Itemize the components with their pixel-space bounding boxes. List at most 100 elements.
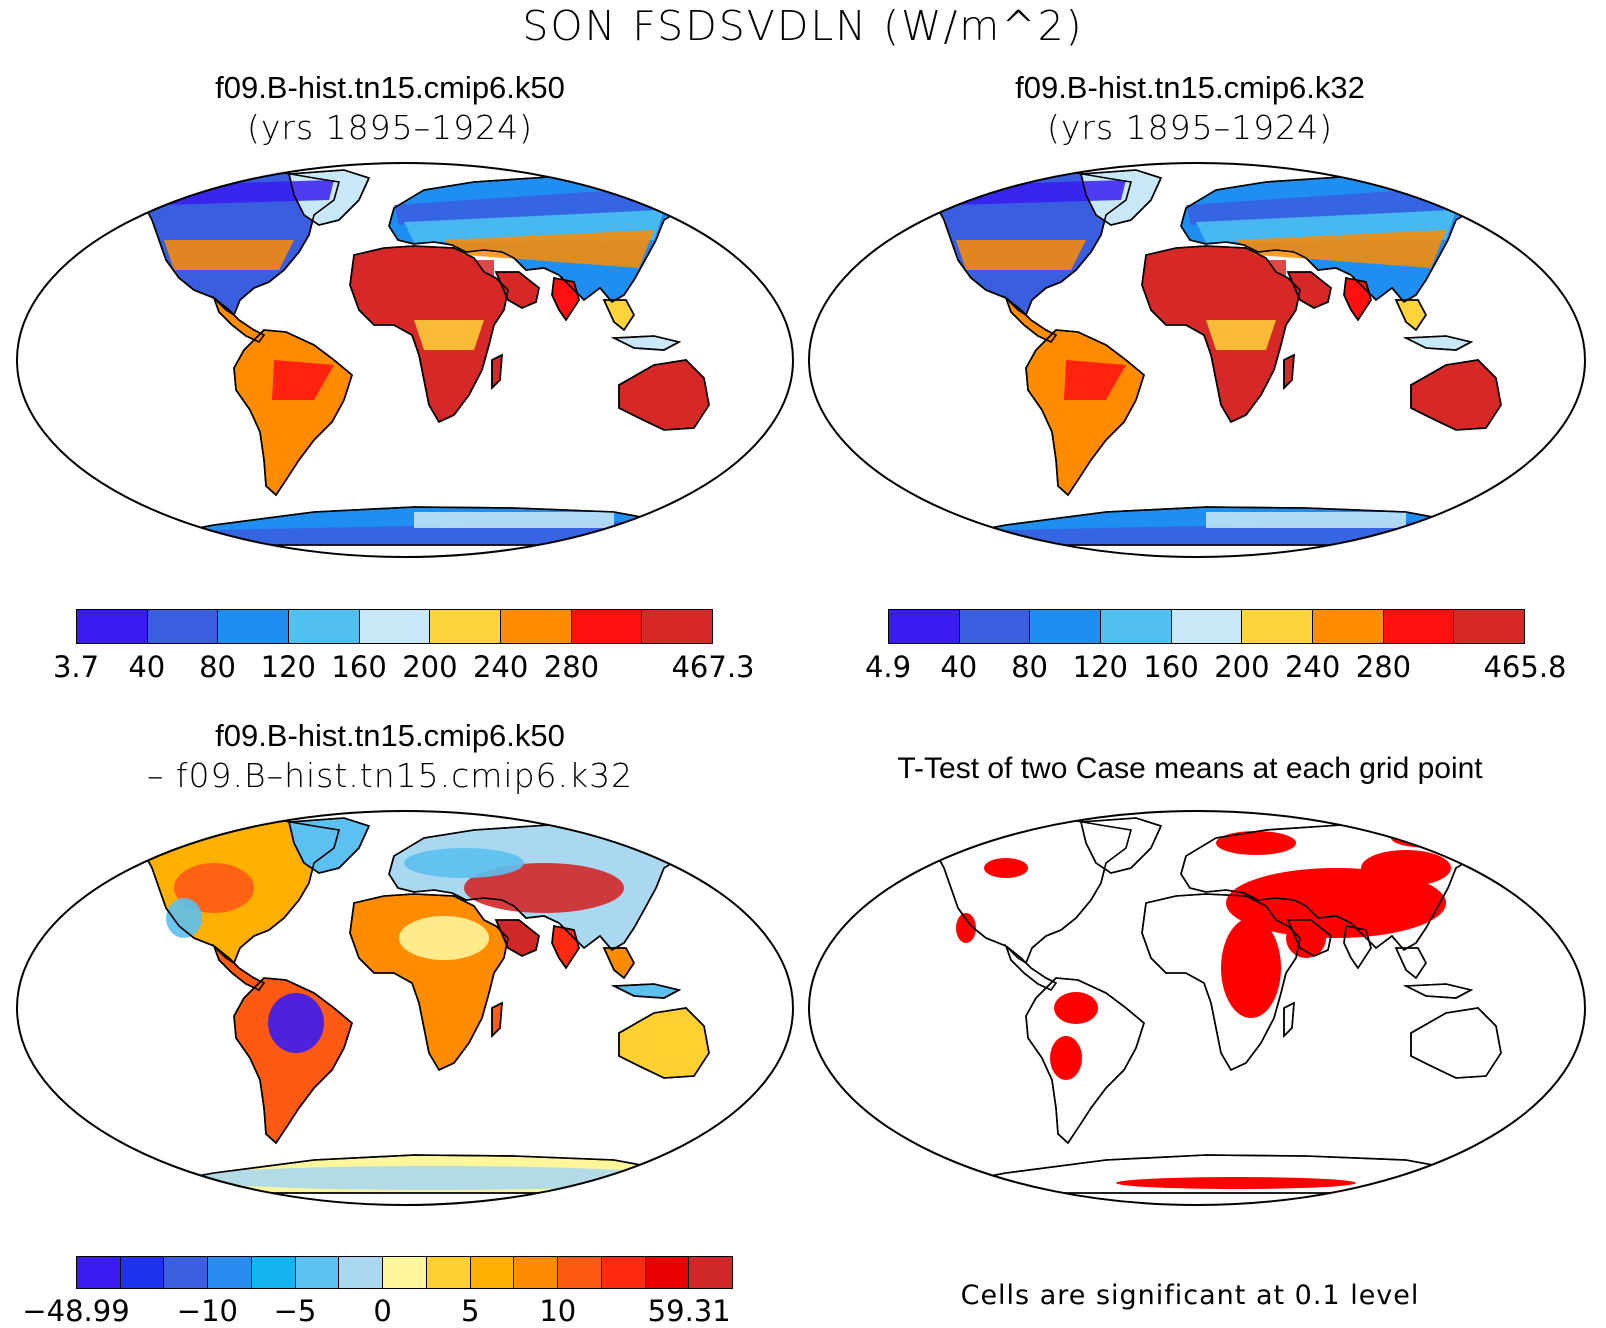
coastline (233, 329, 353, 497)
colorbar-tick-label: 467.3 (671, 650, 755, 684)
colorbar-swatch (430, 610, 502, 643)
panel-k32-title-line2: (yrs 1895–1924) (1047, 108, 1333, 147)
coastline (349, 245, 509, 424)
field-blob (174, 863, 254, 913)
colorbar-tick-label: 3.7 (52, 650, 100, 684)
coastline (1283, 353, 1295, 390)
colorbar-swatch (514, 1257, 559, 1288)
coastline (1410, 1007, 1502, 1079)
coastline (1343, 277, 1372, 322)
coastline (1025, 977, 1145, 1145)
colorbar-swatch (889, 610, 960, 643)
coastline (143, 819, 341, 965)
panel-k50-title-line2: (yrs 1895–1924) (247, 108, 533, 147)
coastline (935, 171, 1133, 317)
coastline (212, 943, 266, 992)
coastline (935, 819, 1133, 965)
significant-region (1226, 868, 1446, 938)
coastline (1141, 245, 1301, 424)
field-band (1206, 320, 1276, 350)
colorbar-swatch (295, 1257, 340, 1288)
coastline (212, 295, 266, 344)
coastline (923, 506, 1509, 546)
panel-diff-title-line1: f09.B-hist.tn15.cmip6.k50 (215, 718, 565, 753)
map-border (808, 162, 1586, 558)
field-blob (166, 898, 202, 938)
coastline (288, 169, 371, 226)
field-band (414, 512, 614, 528)
significant-region (1116, 1177, 1356, 1189)
colorbar-swatch (1383, 610, 1455, 643)
coastline (491, 1001, 503, 1038)
map-border (16, 162, 794, 558)
colorbar-swatch (642, 610, 713, 643)
field-band (956, 240, 1086, 270)
coastline (494, 271, 540, 309)
coastline (1004, 295, 1058, 344)
field-blob (399, 916, 489, 960)
panel-k50-title: f09.B-hist.tn15.cmip6.k50 (yrs 1895–1924… (0, 70, 780, 147)
significant-region (984, 858, 1028, 878)
significant-region (1216, 831, 1296, 855)
coastline (618, 359, 710, 431)
colorbar-swatch (251, 1257, 296, 1288)
colorbar-swatch (645, 1257, 690, 1288)
colorbar-swatch (1030, 610, 1102, 643)
colorbar-swatch (601, 1257, 646, 1288)
colorbar-diff-ticks: −48.99 −10 −5 0 5 10 59.31 (22, 1294, 733, 1328)
coastline (1080, 169, 1163, 226)
significant-region (1050, 1036, 1082, 1080)
coastline (131, 1154, 717, 1194)
coastline (1410, 359, 1502, 431)
colorbar-tick-label: 120 (260, 650, 317, 684)
field-band (1236, 230, 1446, 268)
panel-k32-title: f09.B-hist.tn15.cmip6.k32 (yrs 1895–1924… (800, 70, 1580, 147)
colorbar-tick-label: 59.31 (647, 1294, 731, 1328)
ttest-footnote: Cells are significant at 0.1 level (960, 1280, 1420, 1311)
coastline (618, 1007, 710, 1079)
coastline (1402, 335, 1474, 351)
panel-k50-title-line1: f09.B-hist.tn15.cmip6.k50 (215, 70, 565, 105)
coastline (491, 353, 503, 390)
colorbar-k50 (76, 609, 713, 644)
colorbar-diff (76, 1256, 733, 1289)
colorbar-tick-label: −10 (176, 1294, 238, 1328)
significant-region (1391, 828, 1471, 848)
colorbar-tick-label: 240 (472, 650, 529, 684)
colorbar-swatch (164, 1257, 209, 1288)
field-blob (404, 848, 524, 878)
coastline (1286, 919, 1332, 957)
coastline (1025, 329, 1145, 497)
significant-region (1221, 918, 1281, 1018)
colorbar-k32 (888, 609, 1525, 644)
colorbar-tick-label: 200 (402, 650, 458, 684)
coastline (143, 171, 341, 317)
colorbar-tick-label: 80 (1011, 650, 1048, 684)
coastline (551, 277, 580, 322)
colorbar-k32-ticks: 4.9 40 80 120 160 200 240 280 465.8 (865, 650, 1567, 686)
map-k32 (808, 162, 1586, 558)
colorbar-swatch (1101, 610, 1172, 643)
colorbar-tick-label: −5 (273, 1294, 317, 1328)
coastline (1283, 1001, 1295, 1038)
field-blob (184, 1166, 684, 1190)
field-band (1064, 360, 1126, 400)
significant-region (1361, 850, 1451, 886)
colorbar-swatch (1242, 610, 1314, 643)
colorbar-swatch (959, 610, 1031, 643)
significant-region (1286, 918, 1326, 958)
coastline (551, 925, 580, 970)
field-band (444, 230, 654, 268)
coastline (494, 919, 540, 957)
colorbar-tick-label: 80 (199, 650, 236, 684)
field-blob (268, 993, 324, 1053)
coastline (1141, 893, 1301, 1072)
colorbar-tick-label: −48.99 (22, 1294, 130, 1328)
colorbar-tick-label: 10 (539, 1294, 577, 1328)
coastline (1402, 983, 1474, 999)
panel-k32-title-line1: f09.B-hist.tn15.cmip6.k32 (1015, 70, 1365, 105)
map-border (16, 810, 794, 1206)
colorbar-swatch (120, 1257, 165, 1288)
colorbar-tick-label: 5 (460, 1294, 480, 1328)
colorbar-tick-label: 160 (331, 650, 387, 684)
